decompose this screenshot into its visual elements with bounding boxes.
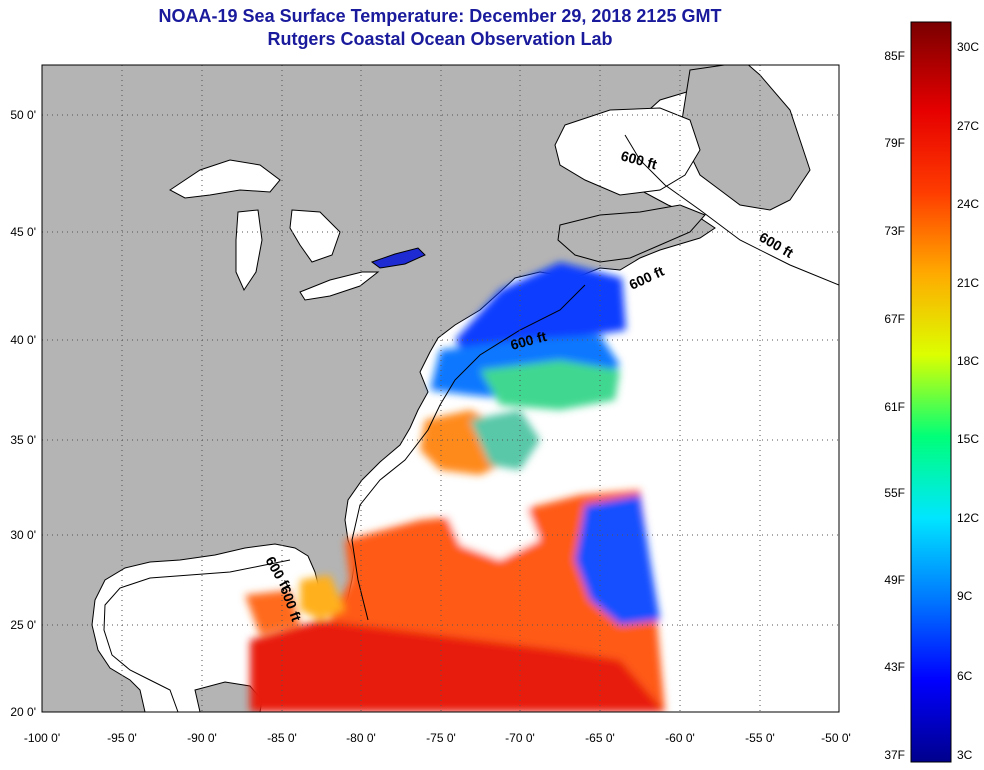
colorbar-f-label: 85F [884, 49, 905, 63]
colorbar-c-label: 15C [957, 432, 979, 446]
lat-tick-label: 40 0' [10, 333, 36, 347]
colorbar-f-label: 43F [884, 660, 905, 674]
colorbar-f-label: 73F [884, 224, 905, 238]
lat-tick-label: 20 0' [10, 705, 36, 719]
colorbar-f-label: 55F [884, 486, 905, 500]
map-subtitle: Rutgers Coastal Ocean Observation Lab [267, 29, 613, 49]
lon-tick-label: -65 0' [585, 731, 615, 745]
map-title: NOAA-19 Sea Surface Temperature: Decembe… [158, 6, 722, 26]
colorbar-f-label: 67F [884, 312, 905, 326]
sst-sargasso-cold-patch [575, 495, 660, 625]
sst-west-gulf-orange [245, 590, 300, 635]
lat-tick-label: 25 0' [10, 618, 36, 632]
colorbar-c-label: 30C [957, 40, 979, 54]
colorbar [910, 21, 952, 763]
lon-tick-label: -70 0' [505, 731, 535, 745]
lat-tick-label: 45 0' [10, 225, 36, 239]
colorbar-c-label: 12C [957, 511, 979, 525]
lon-tick-label: -85 0' [267, 731, 297, 745]
lon-tick-label: -55 0' [745, 731, 775, 745]
lon-tick-label: -60 0' [665, 731, 695, 745]
colorbar-c-label: 9C [957, 589, 973, 603]
colorbar-c-label: 21C [957, 276, 979, 290]
sst-florida-yellow [300, 575, 345, 620]
sst-slope-green [480, 360, 620, 410]
colorbar-c-label: 27C [957, 119, 979, 133]
lat-tick-label: 50 0' [10, 108, 36, 122]
lon-tick-label: -50 0' [821, 731, 851, 745]
colorbar-f-label: 79F [884, 136, 905, 150]
land-maritimes [557, 204, 706, 263]
lon-tick-label: -80 0' [346, 731, 376, 745]
lake-ontario [370, 247, 426, 269]
lon-tick-label: -90 0' [187, 731, 217, 745]
colorbar-c-label: 18C [957, 354, 979, 368]
lake-erie [299, 271, 380, 301]
isobath-gulf-mexico [103, 559, 291, 712]
lon-tick-label: -75 0' [426, 731, 456, 745]
isobath-east-coast [624, 134, 839, 286]
colorbar-f-label: 37F [884, 748, 905, 762]
lon-tick-label: -100 0' [24, 731, 60, 745]
sst-gulf-stream-cool [470, 410, 540, 470]
lake-huron [289, 209, 341, 263]
colorbar-f-label: 61F [884, 400, 905, 414]
sst-caribbean-red [250, 620, 665, 712]
colorbar-c-label: 6C [957, 669, 973, 683]
colorbar-f-label: 49F [884, 573, 905, 587]
lake-superior [169, 159, 281, 199]
lat-tick-label: 35 0' [10, 433, 36, 447]
gulf-st-lawrence [554, 107, 701, 196]
lon-tick-label: -95 0' [107, 731, 137, 745]
colorbar-c-label: 3C [957, 748, 973, 762]
colorbar-c-label: 24C [957, 197, 979, 211]
lat-tick-label: 30 0' [10, 528, 36, 542]
lake-michigan [235, 209, 263, 292]
sst-cloud-gap [440, 490, 540, 560]
map-border [41, 64, 840, 713]
